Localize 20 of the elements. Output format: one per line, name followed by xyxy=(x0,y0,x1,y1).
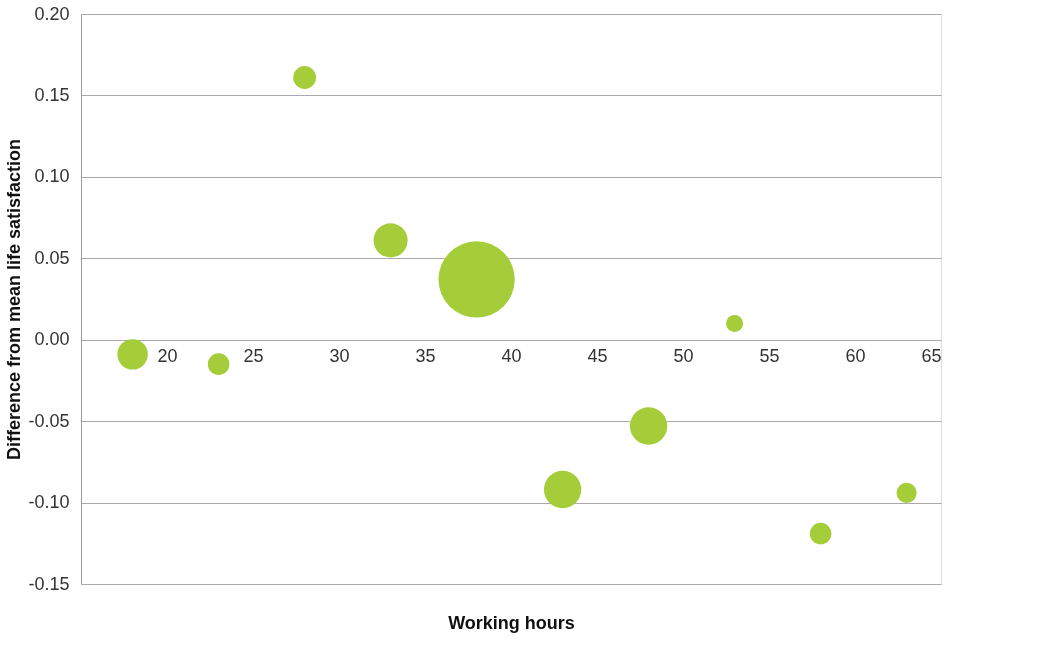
y-tick-label: 0.10 xyxy=(34,166,70,187)
x-tick-label: 45 xyxy=(587,346,608,367)
y-tick-label: 0.05 xyxy=(34,247,70,268)
y-tick-label: -0.15 xyxy=(28,573,70,594)
y-tick-label: -0.05 xyxy=(28,410,70,431)
x-tick-label: 30 xyxy=(329,346,350,367)
y-tick-label: 0.20 xyxy=(34,3,70,24)
x-tick-label: 50 xyxy=(673,346,694,367)
x-tick-label: 65 xyxy=(921,346,942,367)
x-tick-label: 40 xyxy=(501,346,522,367)
x-tick-label: 20 xyxy=(157,346,178,367)
y-axis-title: Difference from mean life satisfaction xyxy=(4,138,25,461)
x-tick-label: 55 xyxy=(759,346,780,367)
x-axis-title: Working hours xyxy=(448,612,575,633)
x-tick-label: 60 xyxy=(845,346,866,367)
y-tick-label: 0.00 xyxy=(34,329,70,350)
x-tick-label: 35 xyxy=(415,346,436,367)
x-tick-label: 25 xyxy=(243,346,264,367)
y-tick-label: 0.15 xyxy=(34,84,70,105)
y-tick-label: -0.10 xyxy=(28,492,70,513)
